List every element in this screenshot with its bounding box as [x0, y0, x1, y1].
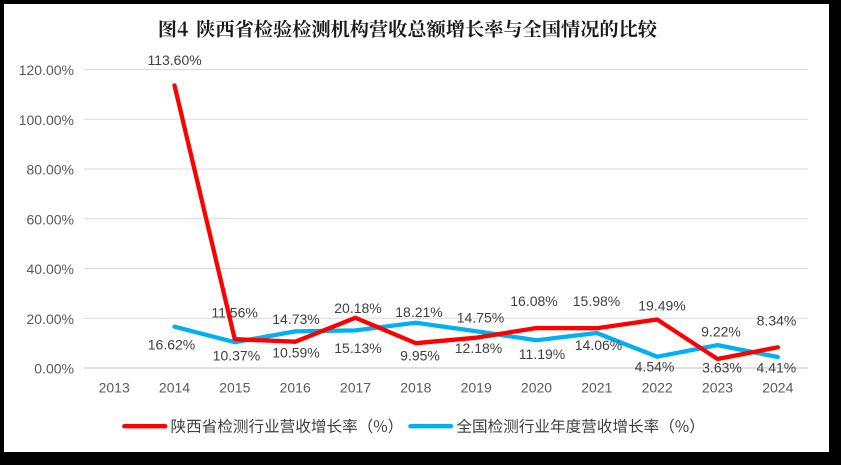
svg-text:2023: 2023 — [702, 379, 733, 395]
svg-text:3.63%: 3.63% — [702, 359, 742, 375]
svg-text:18.21%: 18.21% — [395, 304, 442, 320]
svg-text:4.41%: 4.41% — [757, 360, 797, 376]
svg-text:2015: 2015 — [219, 379, 250, 395]
svg-text:2024: 2024 — [762, 379, 793, 395]
svg-text:10.37%: 10.37% — [213, 347, 260, 363]
svg-text:16.62%: 16.62% — [148, 336, 195, 352]
svg-text:40.00%: 40.00% — [27, 261, 74, 277]
svg-text:15.13%: 15.13% — [334, 340, 381, 356]
svg-text:15.98%: 15.98% — [573, 293, 620, 309]
svg-text:2018: 2018 — [400, 379, 431, 395]
svg-text:11.19%: 11.19% — [519, 346, 565, 362]
svg-text:2017: 2017 — [340, 379, 371, 395]
svg-text:20.18%: 20.18% — [334, 300, 381, 316]
svg-text:100.00%: 100.00% — [19, 112, 74, 128]
svg-text:14.06%: 14.06% — [575, 337, 622, 353]
svg-text:2016: 2016 — [280, 379, 311, 395]
svg-text:2013: 2013 — [99, 379, 130, 395]
svg-text:2020: 2020 — [521, 379, 552, 395]
svg-text:9.22%: 9.22% — [701, 323, 741, 339]
svg-text:0.00%: 0.00% — [34, 361, 74, 377]
svg-text:4.54%: 4.54% — [635, 359, 675, 375]
svg-text:120.00%: 120.00% — [19, 62, 74, 78]
svg-text:2019: 2019 — [461, 379, 492, 395]
svg-text:80.00%: 80.00% — [27, 162, 74, 178]
svg-text:10.59%: 10.59% — [272, 344, 319, 360]
svg-text:2021: 2021 — [581, 379, 612, 395]
svg-text:2014: 2014 — [159, 379, 190, 395]
svg-text:20.00%: 20.00% — [27, 311, 74, 327]
svg-text:8.34%: 8.34% — [757, 312, 797, 328]
svg-text:14.73%: 14.73% — [272, 311, 319, 327]
svg-text:60.00%: 60.00% — [27, 211, 74, 227]
svg-text:11.56%: 11.56% — [211, 304, 257, 320]
svg-text:9.95%: 9.95% — [400, 347, 440, 363]
svg-text:2022: 2022 — [642, 379, 673, 395]
svg-text:14.75%: 14.75% — [457, 309, 504, 325]
svg-text:12.18%: 12.18% — [455, 340, 502, 356]
svg-text:19.49%: 19.49% — [638, 297, 685, 313]
svg-text:113.60%: 113.60% — [147, 52, 201, 68]
svg-text:16.08%: 16.08% — [510, 293, 557, 309]
